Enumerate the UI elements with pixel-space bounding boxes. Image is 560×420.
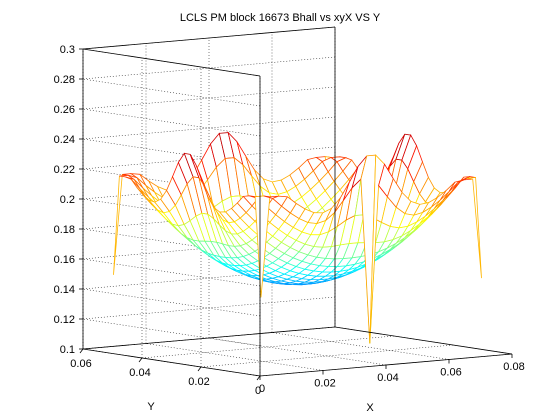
x-gridline [145, 343, 324, 371]
z-gridline [82, 108, 261, 137]
top-edge [82, 48, 261, 77]
y-gridline [200, 344, 454, 368]
y-axis-label: Y [147, 401, 155, 413]
z-tick-label: 0.18 [54, 224, 75, 236]
x-axis-label: X [366, 402, 374, 414]
tick-labels: 0 0.02 0.04 0.06 0.08 0 0.02 0.04 0.06 0.1 0.12 0.1… [54, 44, 525, 397]
floor-edge [334, 326, 513, 355]
z-tick-label: 0.26 [54, 104, 75, 116]
x-tick-label: 0.04 [377, 372, 398, 384]
surface-mesh [113, 131, 482, 344]
y-tick-mark [79, 348, 84, 354]
z-tick-label: 0.16 [54, 254, 75, 266]
x-tick-label: 0.08 [503, 361, 524, 373]
y-tick-mark [138, 357, 143, 363]
chart-title: LCLS PM block 16673 Bhall vs xyX VS Y [180, 12, 381, 24]
z-gridline [82, 288, 261, 317]
y-gridline [141, 335, 395, 359]
x-tick-label: 0 [259, 383, 265, 395]
y-tick-mark [256, 375, 261, 381]
z-gridline [82, 78, 261, 107]
z-tick-label: 0.1 [60, 344, 75, 356]
z-tick-label: 0.14 [54, 284, 75, 296]
y-tick-label: 0.06 [70, 358, 91, 370]
y-tick-mark [197, 366, 202, 372]
z-tick-label: 0.24 [54, 134, 75, 146]
z-gridline [82, 318, 261, 347]
surface-cell [113, 173, 129, 275]
x-tick-label: 0.02 [314, 378, 335, 390]
surface-cell [466, 177, 482, 279]
top-edge [82, 26, 336, 50]
floor-edge [82, 326, 336, 350]
z-tick-label: 0.28 [54, 74, 75, 86]
y-tick-label: 0.04 [129, 367, 150, 379]
z-tick-label: 0.3 [60, 44, 75, 56]
z-tick-label: 0.22 [54, 164, 75, 176]
y-tick-label: 0.02 [188, 376, 209, 388]
z-tick-label: 0.2 [60, 194, 75, 206]
x-gridline [271, 332, 450, 360]
y-axis-line [82, 348, 261, 377]
y-tick-label: 0 [255, 385, 261, 397]
x-tick-label: 0.06 [440, 367, 461, 379]
z-tick-label: 0.12 [54, 314, 75, 326]
